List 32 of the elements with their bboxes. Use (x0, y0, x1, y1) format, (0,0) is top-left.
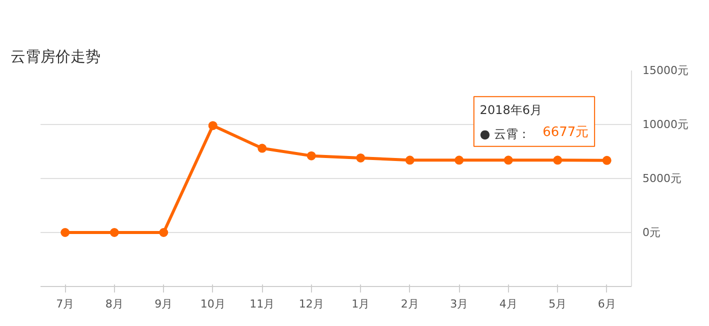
y-tick-label: 5000元 (642, 172, 682, 185)
x-tick-label: 4月 (499, 298, 518, 310)
x-tick-label: 5月 (548, 298, 567, 310)
point (258, 144, 267, 153)
annotation: ● 云霄： (480, 126, 530, 141)
point (553, 156, 562, 165)
annotation: 2018年6月 (480, 103, 542, 118)
x-tick-label: 2月 (400, 298, 419, 310)
x-tick-label: 7月 (56, 298, 74, 310)
x-tick-label: 10月 (200, 298, 226, 310)
point (356, 153, 366, 162)
y-tick-label: 0元 (642, 226, 660, 239)
x-tick-label: 12月 (298, 298, 324, 310)
chart-title: 云霄房价走势 (10, 48, 100, 66)
x-tick-label: 6月 (598, 298, 616, 310)
point (208, 121, 218, 130)
x-tick-label: 9月 (154, 298, 173, 310)
point (306, 151, 316, 160)
point (602, 156, 612, 165)
x-tick-label: 8月 (105, 298, 124, 310)
x-tick-label: 11月 (250, 298, 275, 310)
x-tick-label: 1月 (352, 298, 370, 310)
data-label: 6677元 (542, 124, 589, 140)
point (60, 228, 70, 237)
x-tick-label: 3月 (450, 298, 468, 310)
y-tick-label: 15000元 (642, 64, 688, 77)
point (504, 156, 513, 165)
point (110, 228, 119, 237)
point (405, 156, 414, 165)
point (454, 156, 464, 165)
point (159, 228, 168, 237)
y-tick-label: 10000元 (642, 118, 688, 131)
